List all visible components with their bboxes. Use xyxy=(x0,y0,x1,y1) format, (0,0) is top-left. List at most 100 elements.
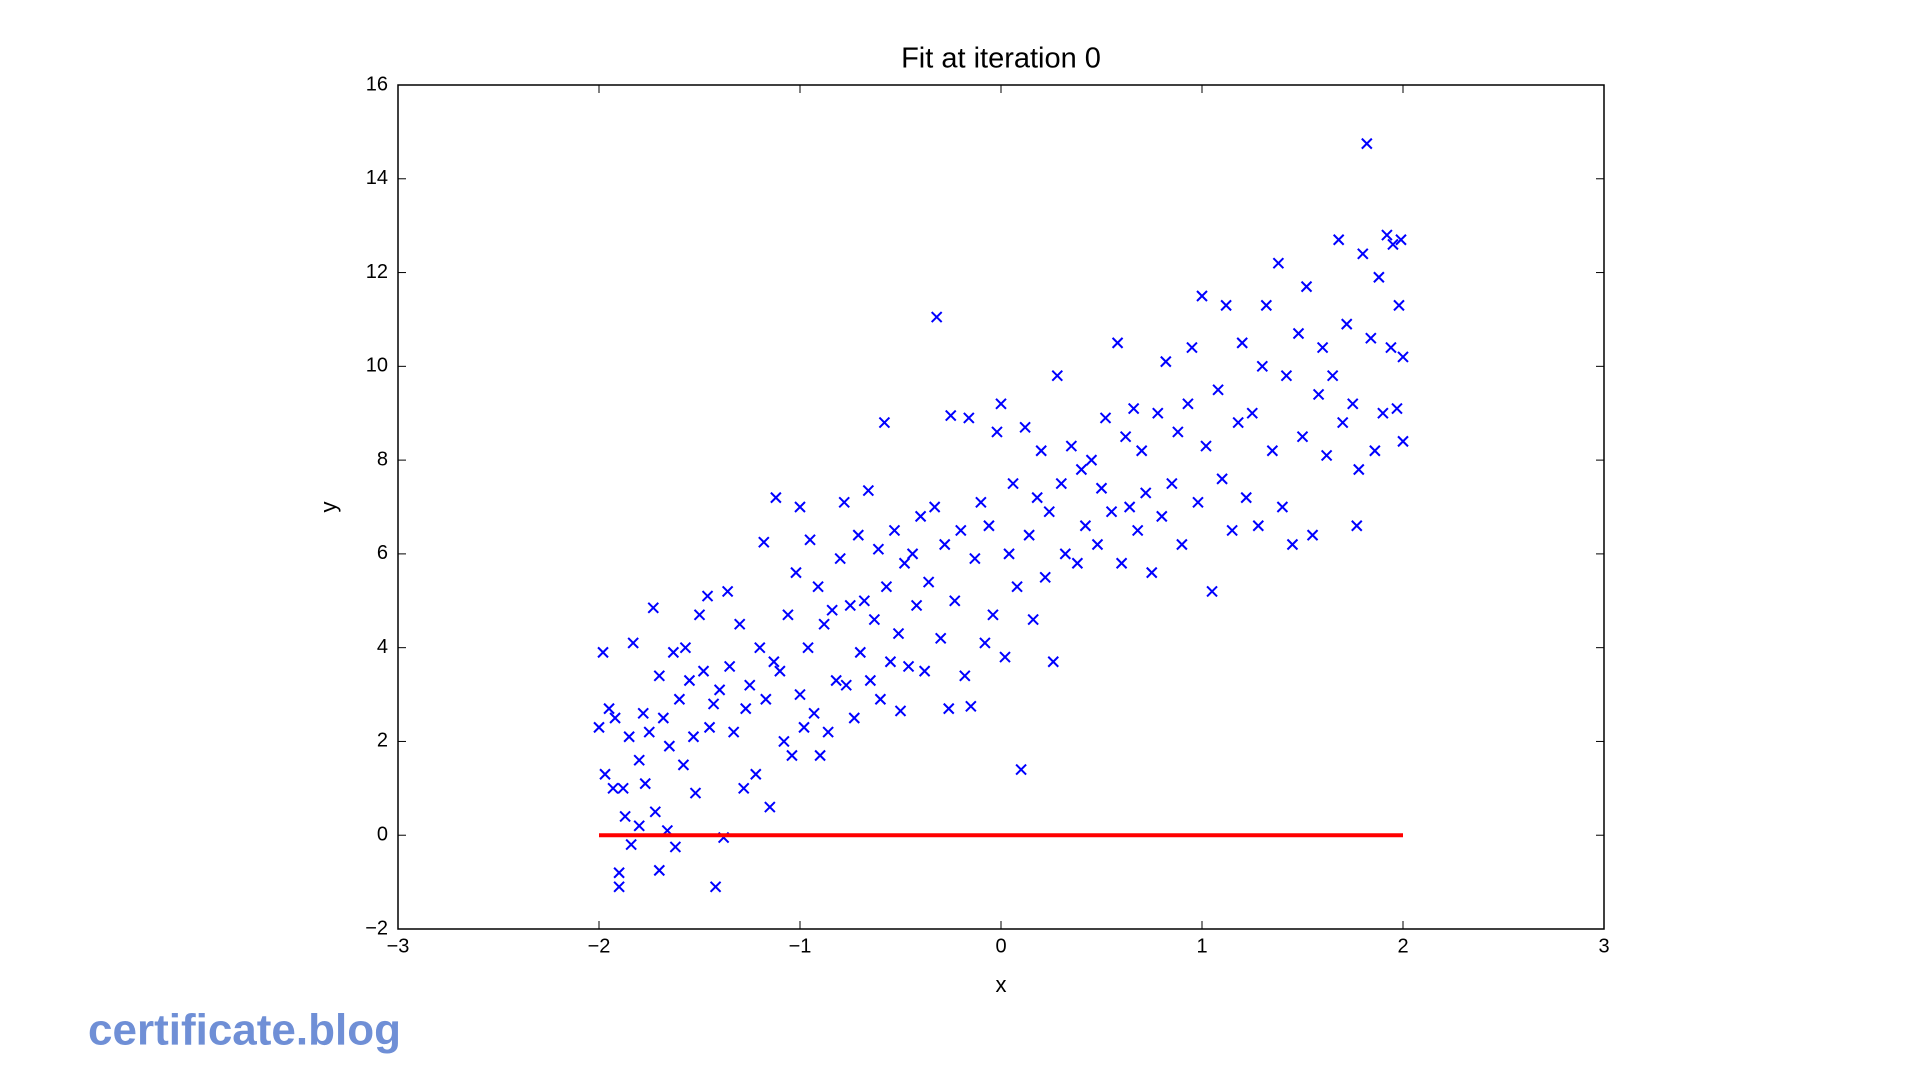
scatter-point xyxy=(1347,398,1359,410)
scatter-point xyxy=(1105,505,1118,518)
scatter-point xyxy=(744,679,756,691)
scatter-point xyxy=(1152,407,1164,419)
scatter-point xyxy=(804,534,816,546)
scatter-point xyxy=(1031,491,1043,504)
scatter-point xyxy=(1019,421,1031,433)
scatter-point xyxy=(703,721,716,734)
scatter-point xyxy=(1336,416,1349,429)
x-tick-label: 3 xyxy=(1598,935,1609,957)
scatter-point xyxy=(902,660,915,673)
scatter-point xyxy=(774,665,786,677)
scatter-point xyxy=(862,484,875,497)
scatter-point xyxy=(1065,440,1078,452)
scatter-point xyxy=(1135,445,1148,457)
scatter-point xyxy=(760,693,772,705)
plot-frame xyxy=(397,84,1605,930)
y-tick-label: 0 xyxy=(377,824,388,846)
scatter-point xyxy=(1292,327,1305,340)
scatter-point xyxy=(1039,571,1051,584)
scatter-point xyxy=(707,698,720,710)
scatter-point xyxy=(999,651,1011,663)
scatter-point xyxy=(619,810,631,823)
scatter-point xyxy=(1182,398,1194,410)
scatter-point xyxy=(653,670,666,682)
scatter-point xyxy=(758,536,770,548)
scatter-point xyxy=(794,688,806,701)
scatter-point xyxy=(1397,435,1409,448)
scatter-point xyxy=(649,806,661,818)
scatter-point xyxy=(794,501,806,513)
scatter-point xyxy=(818,618,830,630)
scatter-point xyxy=(928,501,941,513)
scatter-point xyxy=(930,311,943,323)
y-tick-label: −2 xyxy=(365,917,388,939)
y-tick-label: 16 xyxy=(366,73,388,95)
watermark: certificate.blog xyxy=(88,1006,401,1055)
scatter-point xyxy=(1146,566,1158,579)
scatter-point xyxy=(888,524,901,537)
scatter-point xyxy=(991,426,1003,438)
scatter-point xyxy=(623,731,635,743)
scatter-point xyxy=(874,693,887,705)
y-tick-label: 4 xyxy=(377,636,388,658)
scatter-point xyxy=(1059,548,1072,560)
scatter-point xyxy=(1316,341,1329,354)
scatter-point xyxy=(1361,137,1373,150)
scatter-point xyxy=(798,721,810,734)
scatter-point xyxy=(838,496,850,509)
scatter-point xyxy=(697,665,710,677)
scatter-point xyxy=(677,759,690,771)
scatter-point xyxy=(914,510,927,523)
y-tick-label: 8 xyxy=(377,448,388,470)
scatter-point xyxy=(808,707,820,720)
scatter-point xyxy=(1395,234,1407,246)
scatter-point xyxy=(910,599,923,612)
scatter-point xyxy=(1091,538,1104,551)
scatter-point xyxy=(1131,524,1144,537)
x-tick-label: −1 xyxy=(789,935,812,957)
scatter-point xyxy=(1226,524,1238,537)
scatter-point xyxy=(1365,332,1377,344)
scatter-point xyxy=(721,585,734,598)
scatter-point xyxy=(1003,548,1015,560)
scatter-point xyxy=(1246,407,1258,419)
scatter-point xyxy=(987,609,999,621)
scatter-point xyxy=(1286,538,1299,551)
scatter-point xyxy=(673,693,686,705)
scatter-point xyxy=(723,660,736,673)
scatter-point xyxy=(1341,318,1353,330)
scatter-point xyxy=(834,552,846,565)
scatter-point xyxy=(1369,445,1381,457)
scatter-point xyxy=(1192,496,1204,509)
scatter-point xyxy=(1272,257,1285,269)
y-tick-label: 14 xyxy=(366,167,388,189)
scatter-point xyxy=(939,538,951,551)
scatter-point xyxy=(625,838,637,851)
scatter-point xyxy=(1216,473,1228,485)
scatter-point xyxy=(733,618,746,630)
scatter-point xyxy=(918,665,931,677)
scatter-point xyxy=(1391,402,1403,415)
scatter-point xyxy=(1385,341,1397,354)
scatter-point xyxy=(643,726,655,738)
scatter-point xyxy=(1212,384,1224,396)
scatter-point xyxy=(639,777,651,790)
scatter-point xyxy=(633,820,645,832)
scatter-point xyxy=(713,684,726,696)
scatter-point xyxy=(1172,426,1184,438)
scatter-point xyxy=(689,787,702,799)
scatter-point xyxy=(709,881,722,893)
scatter-point xyxy=(1111,337,1124,349)
scatter-point xyxy=(898,557,911,569)
scatter-point xyxy=(1200,440,1212,452)
scatter-point xyxy=(768,656,780,668)
scatter-point xyxy=(764,801,776,813)
scatter-point xyxy=(1079,520,1092,532)
x-tick-label: −3 xyxy=(387,935,410,957)
scatter-point xyxy=(1140,487,1152,499)
scatter-point xyxy=(1043,505,1055,518)
y-axis-label: y xyxy=(316,502,341,513)
scatter-point xyxy=(613,881,625,893)
scatter-point xyxy=(1326,370,1339,382)
